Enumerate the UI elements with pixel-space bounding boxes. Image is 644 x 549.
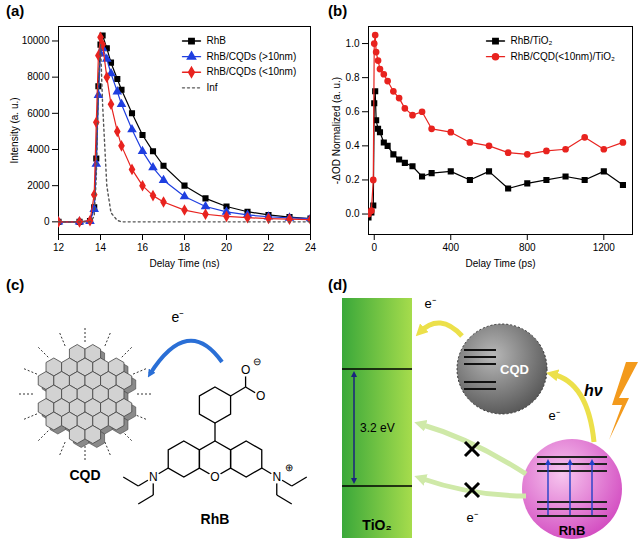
svg-text:Delay Time (ns): Delay Time (ns) xyxy=(149,258,219,269)
svg-text:6000: 6000 xyxy=(27,108,50,119)
svg-text:4000: 4000 xyxy=(27,144,50,155)
svg-text:0.8: 0.8 xyxy=(346,72,360,83)
svg-text:2000: 2000 xyxy=(27,180,50,191)
svg-text:800: 800 xyxy=(519,242,536,253)
svg-text:22: 22 xyxy=(263,242,275,253)
html-text:(d): (d) xyxy=(328,276,348,293)
svg-text:N: N xyxy=(272,470,281,484)
svg-text:1200: 1200 xyxy=(593,242,616,253)
svg-text:Inf: Inf xyxy=(207,82,218,93)
svg-text:RhB/CQDs (>10nm): RhB/CQDs (>10nm) xyxy=(207,51,297,62)
svg-text:3.2 eV: 3.2 eV xyxy=(360,421,395,435)
svg-text:0.6: 0.6 xyxy=(346,106,360,117)
svg-text:Delay Time (ps): Delay Time (ps) xyxy=(465,258,535,269)
svg-text:e⁻: e⁻ xyxy=(466,510,477,525)
svg-text:⊕: ⊕ xyxy=(285,462,293,473)
svg-text:400: 400 xyxy=(442,242,459,253)
svg-text:0: 0 xyxy=(44,216,50,227)
svg-text:0.0: 0.0 xyxy=(346,208,360,219)
svg-text:TiO₂: TiO₂ xyxy=(362,517,391,533)
svg-text:O: O xyxy=(241,363,250,377)
svg-text:24: 24 xyxy=(305,242,317,253)
svg-text:0.2: 0.2 xyxy=(346,174,360,185)
svg-text:1.0: 1.0 xyxy=(346,38,360,49)
svg-text:-ΔOD Normalized (a. u.): -ΔOD Normalized (a. u.) xyxy=(331,77,342,184)
svg-text:16: 16 xyxy=(137,242,149,253)
svg-text:⊖: ⊖ xyxy=(253,356,261,367)
svg-text:e⁻: e⁻ xyxy=(548,408,559,423)
svg-text:RhB/CQDs (<10nm): RhB/CQDs (<10nm) xyxy=(207,66,297,77)
svg-text:N: N xyxy=(149,470,158,484)
svg-text:Intensity (a. u.): Intensity (a. u.) xyxy=(9,97,20,163)
html-text:(b): (b) xyxy=(328,2,348,19)
svg-text:0.4: 0.4 xyxy=(346,140,360,151)
svg-text:e⁻: e⁻ xyxy=(424,296,435,311)
svg-text:10000: 10000 xyxy=(22,35,50,46)
html-text:(a): (a) xyxy=(6,2,25,19)
svg-text:RhB/CQD(<10nm)/TiO₂: RhB/CQD(<10nm)/TiO₂ xyxy=(511,51,615,62)
svg-text:12: 12 xyxy=(53,242,65,253)
svg-text:8000: 8000 xyxy=(27,71,50,82)
svg-text:RhB/TiO₂: RhB/TiO₂ xyxy=(511,35,553,46)
svg-text:hν: hν xyxy=(584,382,603,399)
svg-text:14: 14 xyxy=(95,242,107,253)
svg-text:RhB: RhB xyxy=(207,35,227,46)
svg-text:RhB: RhB xyxy=(201,511,230,527)
svg-text:CQD: CQD xyxy=(69,467,100,483)
svg-text:0: 0 xyxy=(371,242,377,253)
svg-text:e⁻: e⁻ xyxy=(172,309,185,325)
svg-text:O: O xyxy=(210,470,219,484)
svg-text:O: O xyxy=(256,389,265,403)
svg-text:RhB: RhB xyxy=(559,523,586,538)
html-text:(c): (c) xyxy=(6,276,25,293)
svg-text:CQD: CQD xyxy=(500,362,529,377)
svg-text:20: 20 xyxy=(221,242,233,253)
svg-text:18: 18 xyxy=(179,242,191,253)
